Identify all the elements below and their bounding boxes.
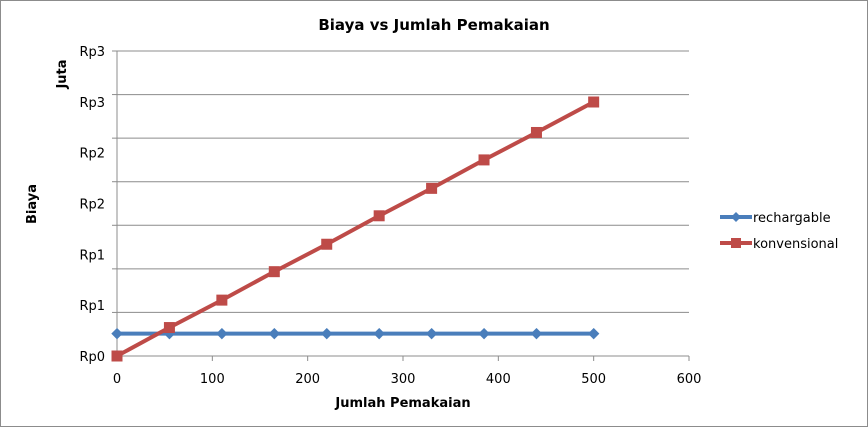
point-rechargable-7 (478, 327, 490, 340)
point-rechargable-8 (530, 327, 543, 340)
legend-label-konvensional: konvensional (753, 237, 838, 252)
point-konvensional-4 (321, 238, 333, 250)
y-tick-label-3: Rp2 (79, 198, 105, 213)
y-tick-label-1: Rp1 (79, 299, 105, 314)
point-rechargable-4 (321, 327, 333, 340)
chart-title: Biaya vs Jumlah Pemakaian (318, 16, 549, 34)
x-tick-label-2: 200 (295, 372, 320, 387)
y-axis-unit: Juta (55, 59, 70, 89)
point-rechargable-0 (111, 327, 123, 340)
point-rechargable-3 (268, 327, 281, 340)
x-tick-label-5: 500 (581, 372, 606, 387)
legend-marker-rechargable (731, 212, 741, 222)
x-tick-label-4: 400 (486, 372, 511, 387)
legend: rechargable konvensional (720, 211, 838, 252)
point-rechargable-9 (587, 327, 600, 340)
point-konvensional-5 (373, 210, 385, 222)
y-tick-label-4: Rp2 (79, 147, 105, 162)
y-tick-label-6: Rp3 (79, 45, 105, 60)
point-konvensional-3 (268, 266, 280, 278)
point-konvensional-8 (530, 126, 542, 138)
point-rechargable-2 (216, 327, 228, 340)
point-konvensional-0 (111, 350, 123, 362)
point-konvensional-9 (588, 96, 600, 108)
point-rechargable-5 (373, 327, 385, 340)
y-tick-label-5: Rp3 (79, 96, 105, 111)
legend-label-rechargable: rechargable (753, 211, 831, 226)
legend-marker-konvensional (731, 238, 741, 248)
y-axis-title: Biaya (25, 184, 40, 224)
x-axis-ticks: 0 100 200 300 400 500 600 (113, 356, 702, 387)
point-konvensional-6 (426, 182, 438, 194)
point-konvensional-1 (163, 322, 175, 334)
y-axis-ticks: Rp0 Rp1 Rp1 Rp2 Rp2 Rp3 Rp3 (79, 45, 117, 365)
x-tick-label-3: 300 (391, 372, 416, 387)
y-tick-label-2: Rp1 (79, 248, 105, 263)
point-konvensional-2 (216, 294, 228, 306)
series-line-konvensional (116, 100, 595, 358)
series-group (111, 96, 600, 362)
x-tick-label-6: 600 (677, 372, 702, 387)
point-konvensional-7 (478, 154, 490, 166)
x-axis-title: Jumlah Pemakaian (334, 396, 470, 411)
gridlines (117, 50, 689, 313)
y-tick-label-0: Rp0 (79, 350, 105, 365)
point-rechargable-6 (425, 327, 438, 340)
x-tick-label-0: 0 (113, 372, 121, 387)
x-tick-label-1: 100 (200, 372, 225, 387)
